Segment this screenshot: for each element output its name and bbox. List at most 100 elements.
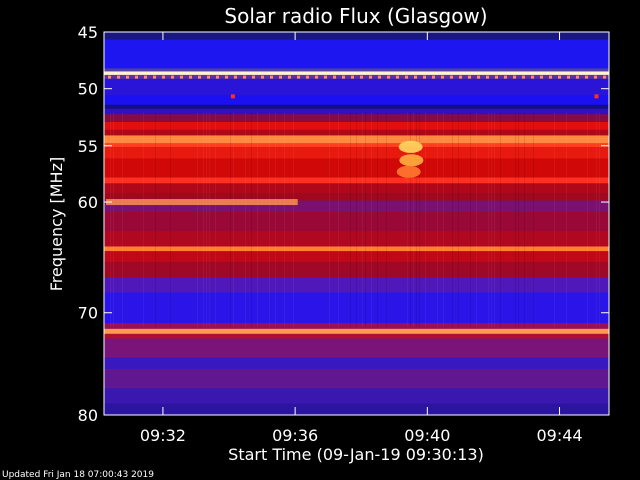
interference-dot [342, 75, 345, 79]
interference-dot [432, 75, 435, 79]
interference-dot [423, 75, 426, 79]
texture-line [419, 112, 420, 327]
texture-line [476, 112, 477, 327]
texture-line [245, 112, 246, 327]
texture-line [251, 112, 252, 327]
texture-line [269, 112, 270, 327]
interference-dot [126, 75, 129, 79]
texture-line [350, 112, 351, 327]
x-axis: 09:32 09:36 09:40 09:44 [140, 32, 583, 445]
texture-line [452, 112, 453, 327]
interference-dot [180, 75, 183, 79]
y-tick-label: 80 [78, 406, 98, 425]
interference-dot [243, 75, 246, 79]
x-tick-label: 09:32 [140, 426, 186, 445]
texture-line [500, 112, 501, 327]
interference-dot [603, 75, 606, 79]
frequency-band [104, 129, 609, 136]
frequency-band [104, 388, 609, 405]
texture-line [587, 112, 588, 327]
texture-line [407, 112, 408, 327]
interference-dot [441, 75, 444, 79]
interference-dot [351, 75, 354, 79]
frequency-band [104, 200, 609, 213]
chart-title: Solar radio Flux (Glasgow) [224, 4, 487, 28]
frequency-band [104, 403, 609, 416]
texture-line [275, 112, 276, 327]
frequency-band [104, 231, 609, 247]
frequency-band [104, 146, 609, 159]
texture-line [377, 112, 378, 327]
frequency-band [104, 108, 609, 115]
y-tick-label: 50 [78, 80, 98, 99]
texture-line [371, 112, 372, 327]
interference-dot [576, 75, 579, 79]
interference-dot [333, 75, 336, 79]
texture-line [197, 112, 198, 327]
interference-dot [540, 75, 543, 79]
interference-dot [468, 75, 471, 79]
frequency-band [104, 39, 609, 69]
interference-dot [135, 75, 138, 79]
frequency-band [104, 71, 609, 76]
interference-dot [549, 75, 552, 79]
frequency-band [104, 143, 609, 148]
texture-line [203, 112, 204, 327]
frequency-band [104, 32, 609, 41]
burst-features [106, 94, 599, 206]
frequency-band [104, 328, 609, 335]
texture-line [386, 112, 387, 327]
y-tick-label: 70 [78, 304, 98, 323]
radio-burst [398, 140, 423, 153]
texture-line [170, 112, 171, 327]
texture-line [110, 112, 111, 327]
radio-burst [399, 154, 424, 167]
texture-line [470, 112, 471, 327]
interference-dot [216, 75, 219, 79]
texture-line [206, 112, 207, 327]
frequency-band [104, 292, 609, 324]
interference-dot [207, 75, 210, 79]
interference-dot [522, 75, 525, 79]
interference-dot [414, 75, 417, 79]
interference-dot [387, 75, 390, 79]
y-tick-label: 45 [78, 23, 98, 42]
interference-dot [558, 75, 561, 79]
texture-line [494, 112, 495, 327]
interference-dot [459, 75, 462, 79]
interference-dot [117, 75, 120, 79]
frequency-band [104, 369, 609, 389]
texture-line [233, 112, 234, 327]
frequency-band [104, 74, 609, 80]
interference-dot [279, 75, 282, 79]
texture-line [338, 112, 339, 327]
texture-line [554, 112, 555, 327]
interference-dot [189, 75, 192, 79]
interference-dot [513, 75, 516, 79]
frequency-band [104, 122, 609, 131]
frequency-band [104, 251, 609, 263]
interference-dot [306, 75, 309, 79]
interference-dot [288, 75, 291, 79]
interference-dot [495, 75, 498, 79]
interference-dot [108, 75, 111, 79]
interference-dot [531, 75, 534, 79]
frequency-band [104, 333, 609, 339]
interference-dot [594, 75, 597, 79]
interference-dot [171, 75, 174, 79]
hot-spot [230, 94, 235, 99]
texture-line [599, 112, 600, 327]
frequency-band [104, 192, 609, 202]
frequency-band [104, 177, 609, 184]
interference-dot [261, 75, 264, 79]
texture-line [257, 112, 258, 327]
frequency-band [104, 261, 609, 278]
y-tick-label: 55 [78, 137, 98, 156]
interference-dot [405, 75, 408, 79]
texture-line [488, 112, 489, 327]
texture-line [443, 112, 444, 327]
texture-line [515, 112, 516, 327]
texture-line [524, 112, 525, 327]
texture-line [155, 112, 156, 327]
interference-dot [360, 75, 363, 79]
